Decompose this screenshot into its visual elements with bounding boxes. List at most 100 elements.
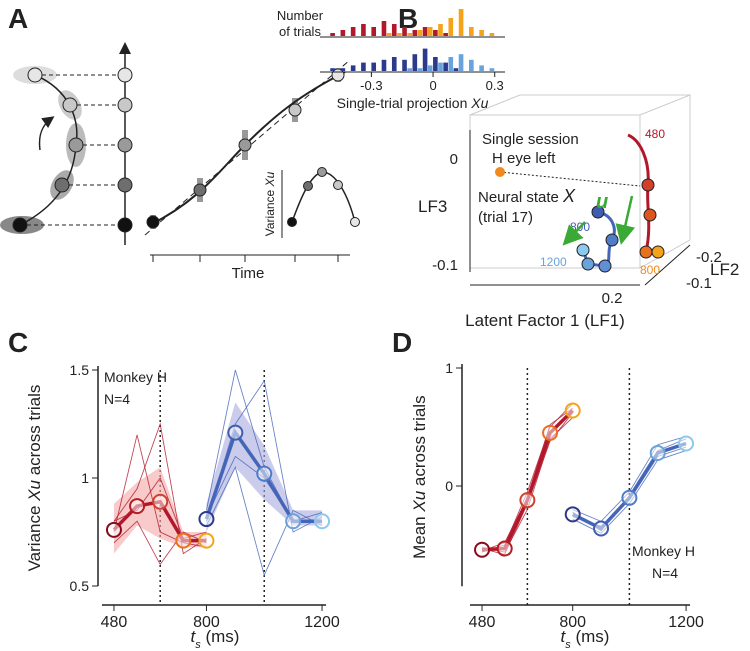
x-tick-label: 0 — [429, 78, 436, 93]
histogram-bar — [350, 65, 356, 71]
histogram-bar — [371, 62, 377, 71]
mean-marker — [105, 521, 122, 538]
histogram-bar — [458, 9, 464, 36]
projection-line — [499, 171, 641, 187]
time-points — [146, 68, 345, 229]
histogram-bar — [397, 33, 402, 36]
histogram-bar — [479, 30, 484, 36]
histogram-bar — [402, 59, 407, 71]
histogram-bar — [407, 33, 412, 36]
session-line — [206, 465, 323, 577]
axis-label: Variance Xu across trials — [25, 385, 44, 572]
y-tick-label: 1 — [445, 360, 453, 376]
annotation: Monkey H — [104, 369, 167, 385]
histogram-bar — [391, 24, 397, 36]
label-part: s — [565, 639, 571, 651]
label-part: Mean — [410, 512, 429, 559]
histogram-bar — [391, 57, 397, 71]
mean-marker — [314, 513, 331, 530]
x-tick-label: -0.3 — [360, 78, 382, 93]
mean-marker — [285, 513, 302, 530]
session-line — [113, 422, 207, 555]
histogram-bar — [412, 54, 418, 71]
mean-marker — [593, 520, 610, 537]
histogram-bar — [402, 27, 407, 36]
histogram-bar — [386, 33, 392, 36]
panel-label: C — [8, 327, 28, 358]
trajectory-points — [576, 178, 665, 273]
annotation: N=4 — [652, 565, 678, 581]
label-part: Neural state — [478, 189, 563, 206]
label-part: s — [195, 639, 201, 651]
histogram-bar — [453, 68, 459, 71]
histogram-bar — [458, 54, 464, 71]
x-tick-label: 800 — [193, 614, 220, 631]
histogram-bar — [438, 62, 443, 71]
box-frame — [469, 94, 691, 269]
label-part: (ms) — [201, 627, 240, 646]
x-tick-label: 800 — [559, 614, 586, 631]
condition-label: 800 — [640, 263, 660, 277]
mean-marker — [198, 511, 215, 528]
session-line — [113, 434, 207, 548]
lf3-label: LF3 — [418, 197, 447, 216]
histogram-bar — [479, 65, 484, 71]
histogram-bar — [443, 62, 448, 71]
mean-marker — [474, 541, 491, 558]
projection-lines — [20, 74, 125, 226]
trajectory-short — [627, 133, 651, 253]
lf1-label: Latent Factor 1 (LF1) — [465, 311, 625, 330]
histogram-bar — [448, 57, 454, 71]
histogram-bar — [433, 57, 438, 71]
histogram-bar — [350, 27, 356, 36]
y-axis-label: of trials — [279, 24, 321, 39]
label-part: across trials — [410, 395, 429, 490]
histogram-bar — [448, 18, 454, 36]
x-tick-label: 0.3 — [486, 78, 504, 93]
histogram-bar — [469, 27, 474, 36]
u-arrow — [615, 195, 636, 245]
mean-marker — [678, 435, 695, 452]
mean-marker — [519, 492, 536, 509]
label-part: X — [562, 186, 576, 206]
session-label: Single session — [482, 131, 579, 148]
histogram-bar — [489, 33, 495, 36]
u-label: u — [596, 191, 608, 213]
y-tick-label: 1 — [81, 470, 89, 486]
lf3-tick-label: 0 — [450, 151, 458, 168]
label-part: Xu — [263, 171, 277, 187]
lf2-tick-label: -0.1 — [686, 275, 712, 292]
label-part: Xu — [410, 490, 429, 512]
histogram-bar — [417, 30, 423, 36]
condition-label: 480 — [645, 127, 665, 141]
histogram-bar — [427, 27, 433, 36]
histogram-bar — [433, 30, 438, 36]
annotation: N=4 — [104, 391, 130, 407]
mean-marker — [564, 402, 581, 419]
x-tick-label: 1200 — [304, 614, 340, 631]
label-part: t — [191, 627, 197, 646]
histogram-bar — [330, 33, 335, 36]
histogram-bar — [381, 59, 387, 71]
lf2-tick-label: -0.2 — [696, 249, 722, 266]
state-points — [12, 67, 133, 233]
panel-a-schematic: Time Variance Xu — [0, 42, 360, 282]
lf2-label: LF2 — [710, 260, 739, 279]
x-axis-label: Time — [232, 265, 265, 282]
x-tick-label: 1200 — [668, 614, 704, 631]
x-tick-label: 480 — [101, 614, 128, 631]
inset-points — [287, 167, 360, 227]
lf3-tick-label: -0.1 — [432, 257, 458, 274]
histogram-bar — [412, 30, 418, 36]
label-part: Single-trial projection — [337, 95, 472, 111]
mean-marker — [621, 489, 638, 506]
single-trial-state — [495, 167, 505, 177]
histogram-bar — [330, 68, 335, 71]
axis-label: Single-trial projection Xu — [337, 95, 489, 111]
mean-marker — [129, 498, 146, 515]
state-label: Neural state X — [478, 186, 576, 206]
y-tick-label: 0.5 — [70, 578, 90, 594]
histogram-bar — [407, 68, 412, 71]
label-part: Xu — [470, 95, 488, 111]
